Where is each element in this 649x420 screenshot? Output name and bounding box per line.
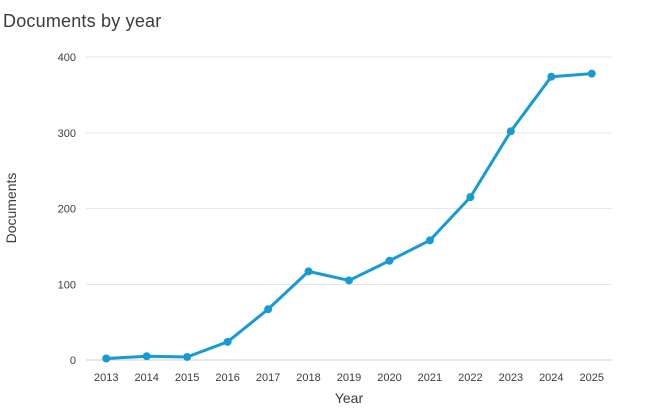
data-point-2015[interactable]: [183, 352, 192, 361]
x-tick-label-2021: 2021: [418, 372, 442, 384]
x-tick-label-2017: 2017: [256, 372, 280, 384]
x-tick-label-2024: 2024: [539, 372, 563, 384]
x-tick-label-2025: 2025: [580, 372, 604, 384]
data-point-2013[interactable]: [102, 354, 111, 363]
data-point-2025[interactable]: [587, 69, 596, 78]
data-point-2023[interactable]: [506, 127, 515, 136]
data-point-2022[interactable]: [466, 193, 475, 202]
y-tick-label-200: 200: [58, 204, 76, 216]
x-tick-label-2020: 2020: [377, 372, 401, 384]
x-tick-label-2015: 2015: [175, 372, 199, 384]
x-tick-label-2018: 2018: [296, 372, 320, 384]
x-tick-label-2016: 2016: [215, 372, 239, 384]
y-tick-label-400: 400: [58, 52, 76, 64]
data-point-2024[interactable]: [547, 72, 556, 81]
y-tick-label-0: 0: [70, 355, 76, 367]
x-tick-label-2022: 2022: [458, 372, 482, 384]
data-point-2018[interactable]: [304, 267, 313, 276]
y-tick-label-100: 100: [58, 279, 76, 291]
x-tick-label-2019: 2019: [337, 372, 361, 384]
x-tick-label-2013: 2013: [94, 372, 118, 384]
data-point-2014[interactable]: [142, 352, 151, 361]
data-point-2021[interactable]: [425, 236, 434, 245]
chart-title: Documents by year: [3, 11, 162, 31]
y-tick-label-300: 300: [58, 128, 76, 140]
data-point-2019[interactable]: [345, 276, 353, 285]
data-point-2016[interactable]: [223, 337, 232, 346]
x-axis-title: Year: [335, 390, 364, 406]
y-axis-title: Documents: [3, 173, 19, 244]
y-axis-tick-labels: 0 100 200 300 400: [58, 52, 76, 367]
data-point-2017[interactable]: [264, 305, 273, 314]
x-axis-tick-labels: 2013 2014 2015 2016 2017 2018 2019 2020 2021 2022…: [94, 372, 604, 384]
x-tick-label-2014: 2014: [134, 372, 158, 384]
data-point-2020[interactable]: [385, 256, 394, 265]
x-tick-label-2023: 2023: [499, 372, 523, 384]
documents-series: [102, 69, 596, 363]
documents-series-line: [104, 72, 594, 360]
